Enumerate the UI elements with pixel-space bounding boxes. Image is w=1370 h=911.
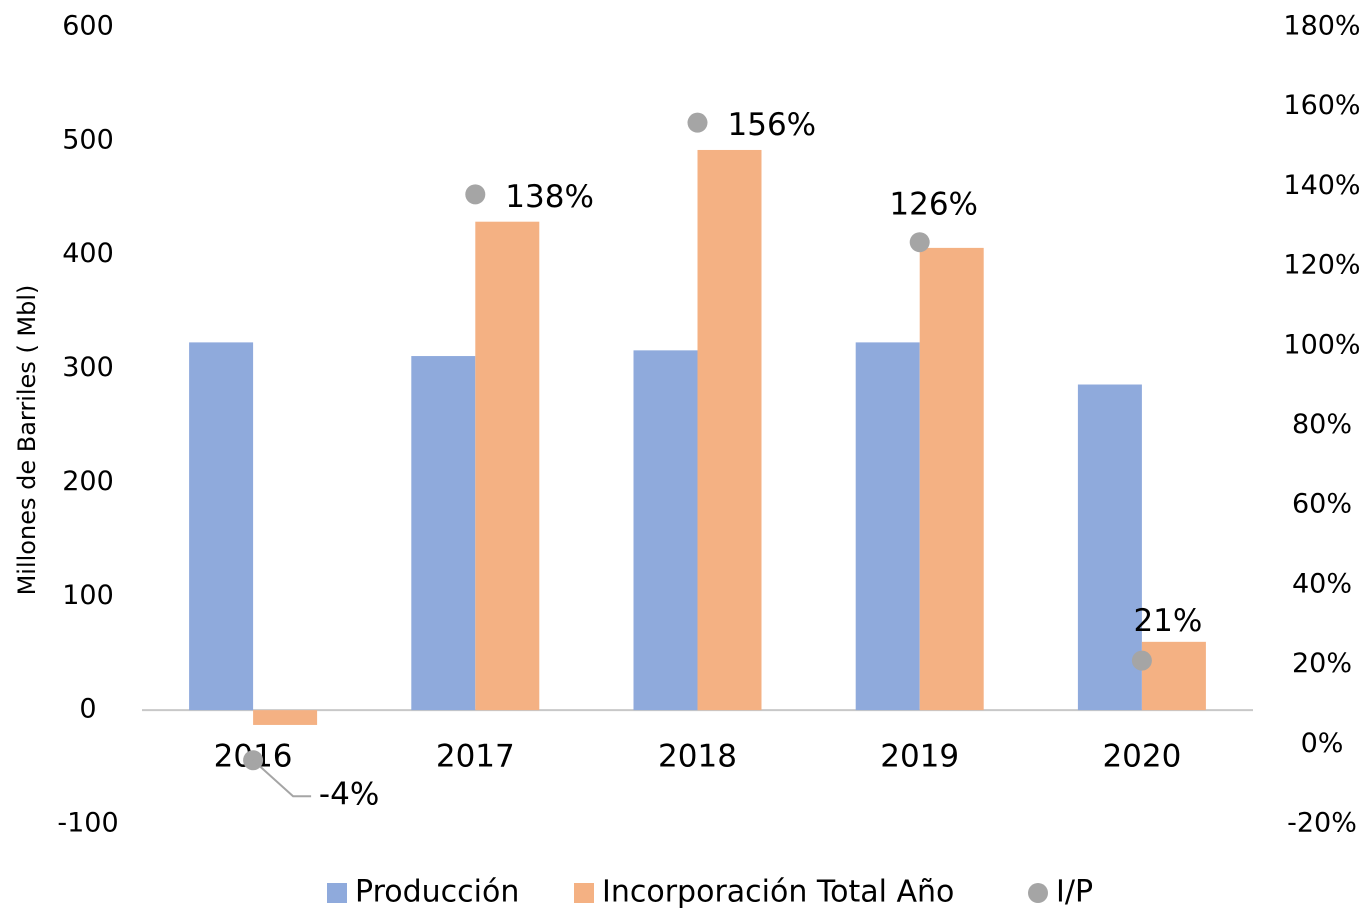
bar <box>1077 384 1142 711</box>
y2-tick-label: 40% <box>1292 568 1352 599</box>
y2-tick-label: 100% <box>1283 329 1360 360</box>
bar <box>1141 641 1206 711</box>
x-tick-label: 2018 <box>658 739 737 775</box>
y2-tick-label: 160% <box>1283 90 1360 121</box>
ip-point <box>1131 650 1152 671</box>
bar <box>697 149 762 711</box>
legend-marker <box>574 883 594 903</box>
x-tick-label: 2020 <box>1102 739 1181 775</box>
bar <box>253 710 318 725</box>
y-tick-label: -100 <box>57 808 118 839</box>
y2-tick-label: 20% <box>1292 648 1352 679</box>
legend-marker <box>1028 883 1048 903</box>
y2-tick-label: 180% <box>1283 11 1360 42</box>
legend-label: I/P <box>1056 875 1093 910</box>
y2-tick-label: 120% <box>1283 250 1360 281</box>
data-label: 156% <box>728 107 817 143</box>
legend-marker <box>327 883 347 903</box>
ip-point <box>687 112 708 133</box>
bar <box>919 247 984 711</box>
data-label: 21% <box>1133 603 1202 639</box>
ip-point <box>909 232 930 253</box>
legend-label: Incorporación Total Año <box>602 875 954 910</box>
data-label: 138% <box>505 179 594 215</box>
y2-tick-label: 60% <box>1292 489 1352 520</box>
bar <box>633 350 698 711</box>
x-tick-label: 2019 <box>880 739 959 775</box>
y2-tick-label: 0% <box>1301 728 1344 759</box>
y-tick-label: 400 <box>62 238 114 269</box>
data-label: 126% <box>889 187 978 223</box>
bar <box>411 356 476 711</box>
y2-tick-label: -20% <box>1287 808 1357 839</box>
y-tick-label: 600 <box>62 11 114 42</box>
y-tick-label: 200 <box>62 466 114 497</box>
data-label: -4% <box>319 777 379 813</box>
y2-tick-label: 80% <box>1292 409 1352 440</box>
bar <box>855 342 920 711</box>
bar <box>475 221 540 711</box>
y2-tick-label: 140% <box>1283 170 1360 201</box>
ip-point <box>465 184 486 205</box>
y-tick-label: 100 <box>62 580 114 611</box>
legend-label: Producción <box>355 875 519 910</box>
y-axis-title: Millones de Barriles ( Mbl) <box>13 285 41 596</box>
y-tick-label: 500 <box>62 124 114 155</box>
leader-line <box>252 759 312 798</box>
y-tick-label: 300 <box>62 352 114 383</box>
x-tick-label: 2017 <box>436 739 515 775</box>
bar <box>189 342 254 711</box>
y-tick-label: 0 <box>79 694 96 725</box>
